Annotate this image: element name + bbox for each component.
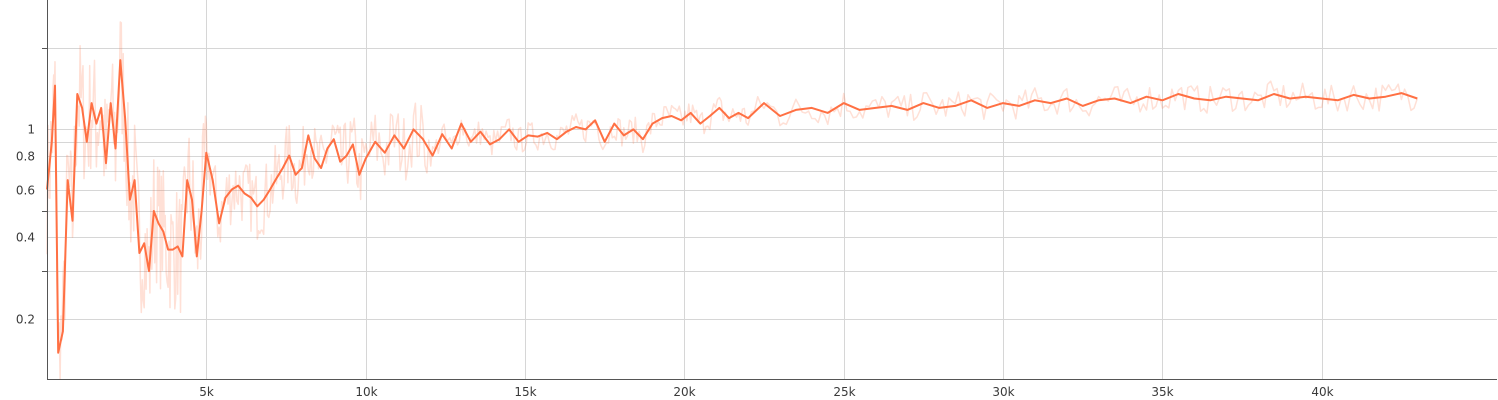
y-tick-label: 0.6 xyxy=(16,184,35,198)
x-tick-label: 40k xyxy=(1311,385,1333,399)
y-tick-label: 1 xyxy=(27,123,35,137)
smoothed-series-line xyxy=(46,59,1418,354)
y-tick-label: 0.8 xyxy=(16,150,35,164)
x-tick-label: 15k xyxy=(514,385,536,399)
x-tick-label: 35k xyxy=(1151,385,1173,399)
axes xyxy=(42,0,1497,380)
x-tick-label: 30k xyxy=(992,385,1014,399)
x-tick-label: 5k xyxy=(199,385,214,399)
y-tick-label: 0.2 xyxy=(16,313,35,327)
x-tick-label: 25k xyxy=(833,385,855,399)
x-tick-label: 20k xyxy=(673,385,695,399)
grid-lines xyxy=(47,0,1497,379)
series-layer xyxy=(46,21,1419,380)
x-tick-label: 10k xyxy=(355,385,377,399)
y-tick-label: 0.4 xyxy=(16,231,35,245)
tick-labels: 5k 10k 15k 20k 25k 30k 35k 40k 0.2 0.4 0.6 0.8 1 xyxy=(16,123,1334,400)
